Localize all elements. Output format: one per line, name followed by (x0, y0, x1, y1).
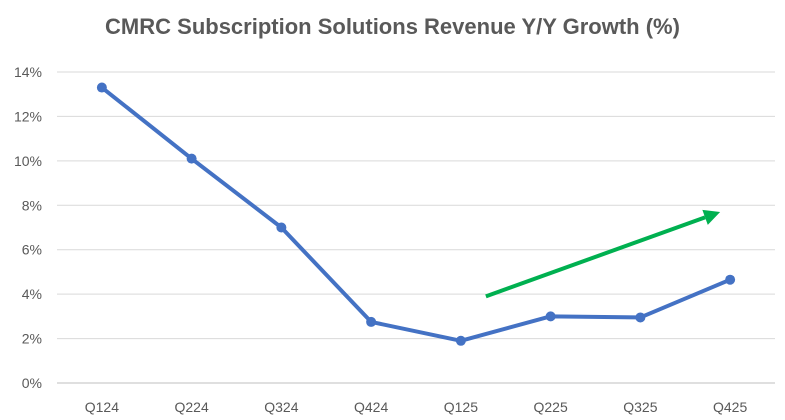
y-tick-label: 12% (14, 108, 42, 124)
data-point (366, 316, 377, 327)
y-tick-label: 6% (22, 242, 42, 258)
y-tick-label: 2% (22, 331, 42, 347)
y-tick-label: 0% (22, 375, 42, 391)
x-tick-label: Q324 (264, 399, 298, 415)
trend-arrow-shaft (485, 215, 706, 299)
x-tick-label: Q225 (534, 399, 568, 415)
series-line (99, 85, 733, 343)
x-tick-label: Q425 (713, 399, 747, 415)
y-tick-label: 8% (22, 197, 42, 213)
x-tick-label: Q125 (444, 399, 478, 415)
x-tick-label: Q325 (623, 399, 657, 415)
y-tick-label: 10% (14, 153, 42, 169)
x-tick-label: Q124 (85, 399, 119, 415)
y-tick-label: 14% (14, 64, 42, 80)
x-tick-label: Q224 (175, 399, 209, 415)
y-tick-label: 4% (22, 286, 42, 302)
data-point (276, 222, 287, 233)
trend-arrow-head (702, 209, 721, 225)
data-point (635, 312, 646, 323)
data-point (96, 82, 107, 93)
data-point (725, 274, 736, 285)
chart-title: CMRC Subscription Solutions Revenue Y/Y … (105, 14, 680, 39)
data-point (455, 335, 466, 346)
data-point (186, 153, 197, 164)
data-point (545, 311, 556, 322)
x-tick-label: Q424 (354, 399, 388, 415)
